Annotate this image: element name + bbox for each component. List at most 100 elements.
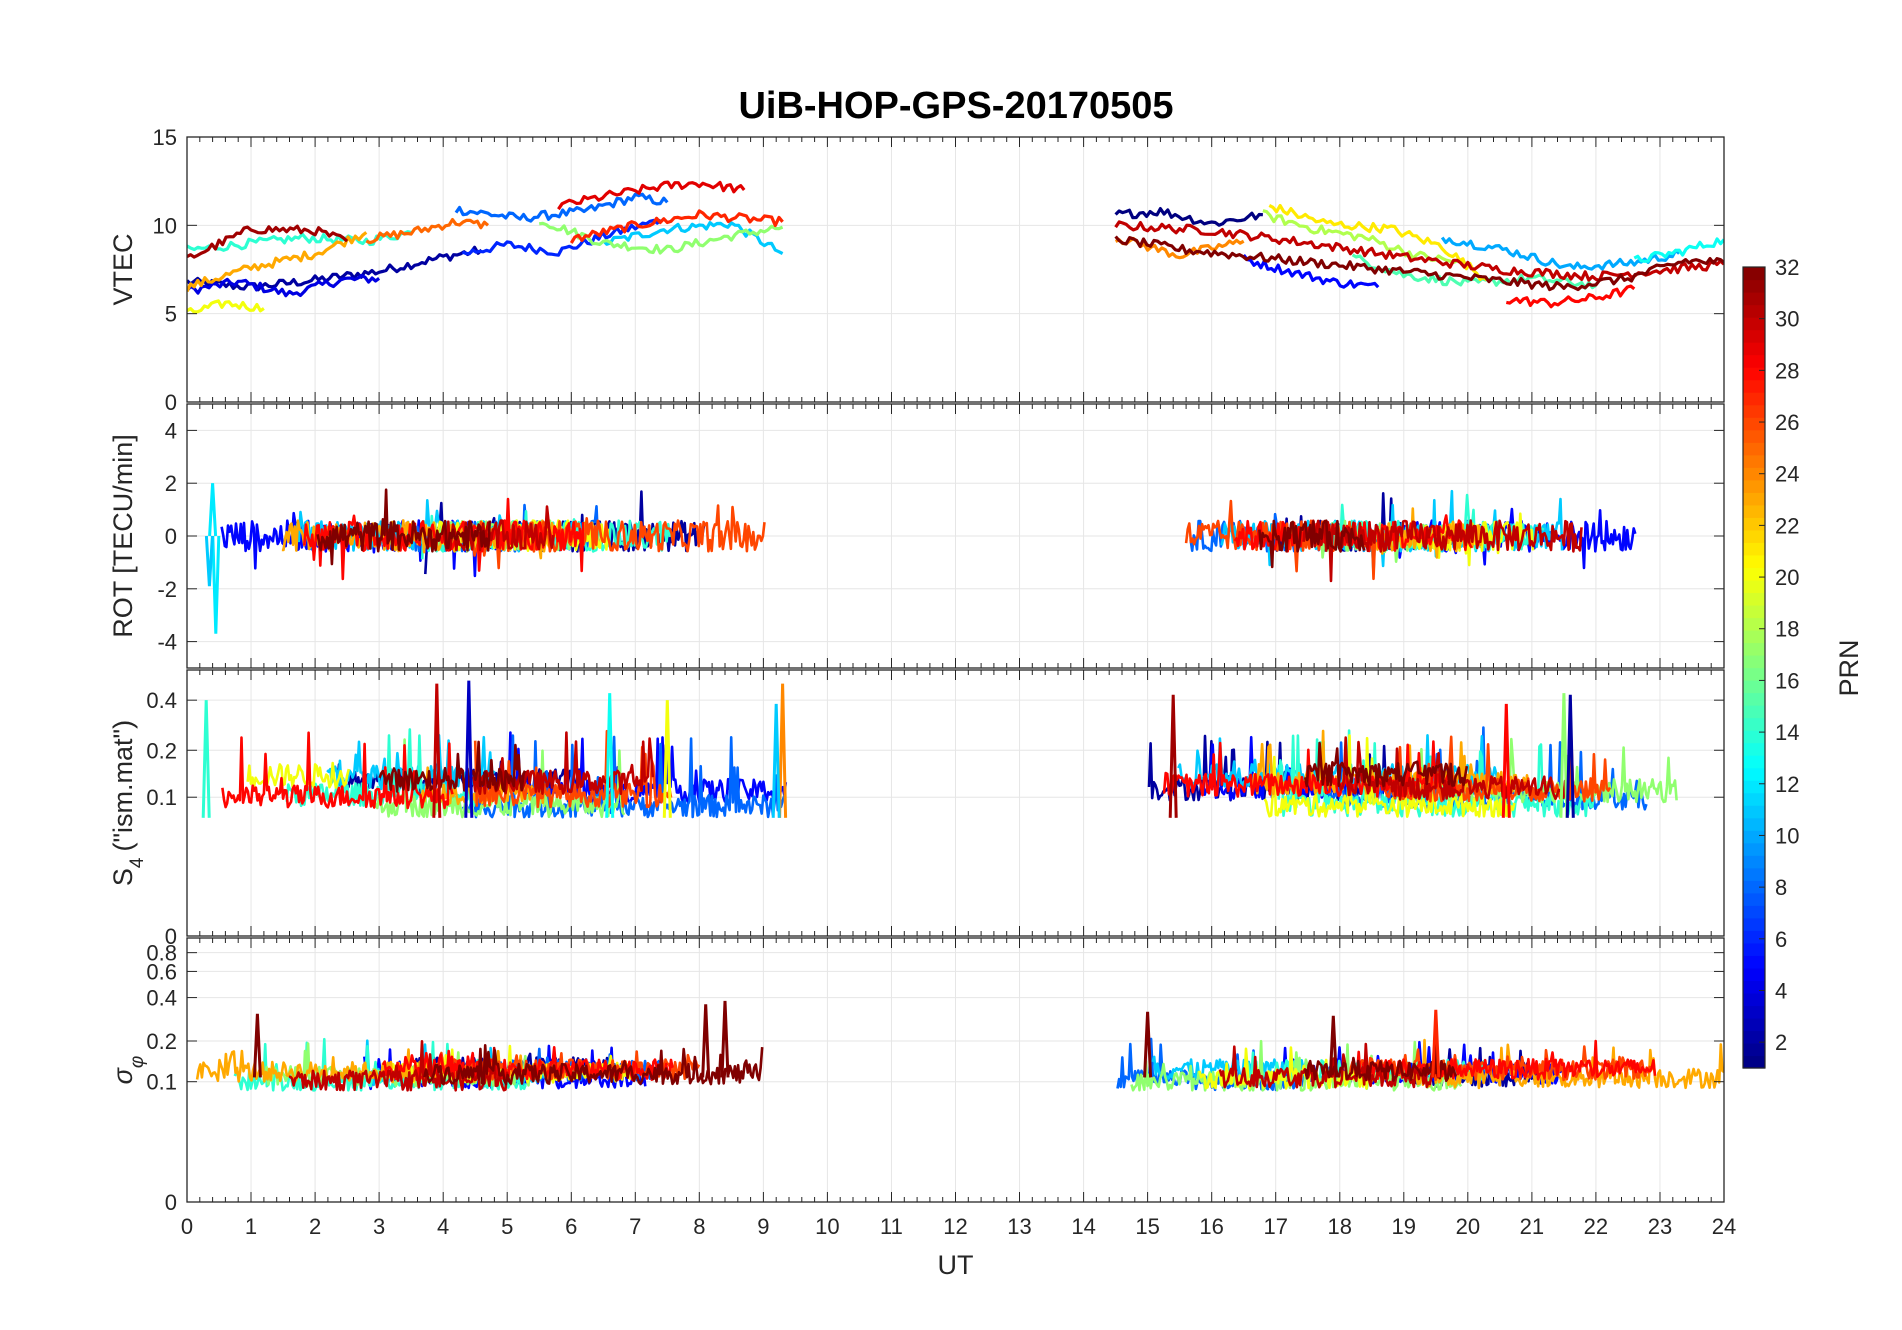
panel-1: 0 5 10 15 VTEC: [108, 125, 1725, 415]
x-tick-label: 18: [1328, 1214, 1352, 1239]
x-tick-label: 5: [501, 1214, 513, 1239]
series-prn-30: [1114, 220, 1724, 282]
colorbar-swatch: [1743, 1005, 1765, 1019]
spike-prn-31: [1168, 694, 1178, 818]
y-tick-label: 15: [153, 125, 177, 150]
colorbar-swatch: [1743, 554, 1765, 568]
y-tick-label: 0.8: [146, 941, 177, 966]
series-prn-15: [1351, 253, 1597, 290]
colorbar-swatch: [1743, 992, 1765, 1007]
spike-prn-28: [1501, 703, 1511, 818]
y-axis-label: S4("ism.mat"): [108, 720, 148, 886]
spike-prn-32: [720, 1000, 730, 1078]
colorbar-swatch: [1743, 830, 1765, 844]
colorbar-swatch: [1743, 805, 1765, 819]
colorbar-swatch: [1743, 604, 1765, 619]
colorbar-tick-label: 14: [1775, 720, 1799, 745]
colorbar-swatch: [1743, 467, 1765, 481]
series-prn-6: [461, 218, 662, 257]
trace-prn-32: [316, 488, 492, 566]
x-tick-label: 16: [1199, 1214, 1223, 1239]
spike-prn-11: [204, 535, 214, 587]
x-tick-label: 8: [693, 1214, 705, 1239]
colorbar-tick-label: 6: [1775, 927, 1787, 952]
trace-prn-32: [1303, 741, 1469, 788]
series-prn-4: [187, 273, 381, 298]
x-tick-label: 17: [1263, 1214, 1287, 1239]
series-prn-20: [187, 299, 265, 314]
spike-prn-12: [208, 483, 218, 537]
colorbar-swatch: [1743, 980, 1765, 994]
colorbar-swatch: [1743, 617, 1765, 631]
colorbar-swatch: [1743, 767, 1765, 781]
x-tick-label: 13: [1007, 1214, 1031, 1239]
x-tick-label: 10: [815, 1214, 839, 1239]
colorbar-swatch: [1743, 329, 1765, 343]
series-prn-5: [1242, 254, 1380, 289]
spike-prn-12: [211, 535, 221, 634]
colorbar-swatch: [1743, 454, 1765, 468]
x-ticks: [186, 938, 1725, 1202]
colorbar-swatch: [1743, 842, 1765, 856]
colorbar-swatch: [1743, 817, 1765, 831]
x-tick-label: 7: [629, 1214, 641, 1239]
colorbar-swatch: [1743, 542, 1765, 556]
spike-prn-14: [201, 700, 211, 818]
spike-prn-17: [1559, 693, 1569, 818]
colorbar-tick-label: 18: [1775, 617, 1799, 642]
y-tick-label: 0: [165, 390, 177, 415]
spike-prn-32: [701, 1004, 711, 1078]
colorbar-swatch: [1743, 567, 1765, 581]
y-tick-label: 0.2: [146, 738, 177, 763]
panel-2: -4 -2 0 2 4 ROT [TECU/min]: [108, 403, 1725, 669]
series-prn-21: [1268, 203, 1489, 282]
series-prn-13: [1633, 237, 1724, 263]
x-tick-label: 22: [1584, 1214, 1608, 1239]
colorbar-swatch: [1743, 367, 1765, 381]
x-ticks: [186, 404, 1725, 668]
x-tick-label: 1: [245, 1214, 257, 1239]
series-prn-29: [557, 180, 746, 211]
colorbar-tick-label: 20: [1775, 565, 1799, 590]
y-tick-label: 0.1: [146, 1070, 177, 1095]
colorbar-swatch: [1743, 967, 1765, 981]
panels: 0 5 10 15 VTEC -4 -2 0 2 4 ROT [TECU/min] 0.1 0.2 0.4…: [108, 125, 1725, 1215]
x-tick-label: 19: [1392, 1214, 1416, 1239]
trace-prn-28: [221, 731, 454, 810]
series-prn-1: [1114, 207, 1263, 227]
colorbar-swatch: [1743, 1030, 1765, 1044]
trace-prn-32: [378, 740, 527, 793]
panel-4: 0 0.1 0.2 0.40.60.8 σφ: [108, 937, 1725, 1215]
y-tick-label: 5: [165, 302, 177, 327]
y-axis-label: VTEC: [108, 233, 138, 305]
panel-3: 0.1 0.2 0.4 0 S4("ism.mat"): [108, 669, 1725, 949]
colorbar-swatch: [1743, 692, 1765, 706]
trace-prn-32: [423, 1044, 764, 1086]
colorbar-swatch: [1743, 429, 1765, 443]
colorbar-swatch: [1743, 667, 1765, 681]
spike-prn-3: [464, 680, 474, 818]
colorbar-tick-label: 24: [1775, 462, 1799, 487]
colorbar-swatch: [1743, 680, 1765, 694]
trace-prn-28: [1233, 514, 1473, 553]
y-tick-label: 0: [165, 1190, 177, 1215]
colorbar-tick-label: 26: [1775, 410, 1799, 435]
plot-area: [187, 180, 1724, 314]
x-tick-label: 0: [181, 1214, 193, 1239]
colorbar-swatch: [1743, 379, 1765, 393]
spike-prn-24: [778, 683, 788, 818]
colorbar-swatch: [1743, 755, 1765, 769]
colorbar-swatch: [1743, 867, 1765, 881]
colorbar-swatch: [1743, 629, 1765, 644]
colorbar-swatch: [1743, 955, 1765, 969]
colorbar-swatch: [1743, 880, 1765, 894]
x-tick-label: 15: [1135, 1214, 1159, 1239]
y-tick-label: 0: [165, 524, 177, 549]
series-prn-31: [187, 224, 349, 259]
colorbar-swatch: [1743, 342, 1765, 356]
x-tick-label: 12: [943, 1214, 967, 1239]
x-tick-label: 20: [1456, 1214, 1480, 1239]
trace-prn-28: [1354, 1039, 1657, 1081]
x-tick-label: 21: [1520, 1214, 1544, 1239]
